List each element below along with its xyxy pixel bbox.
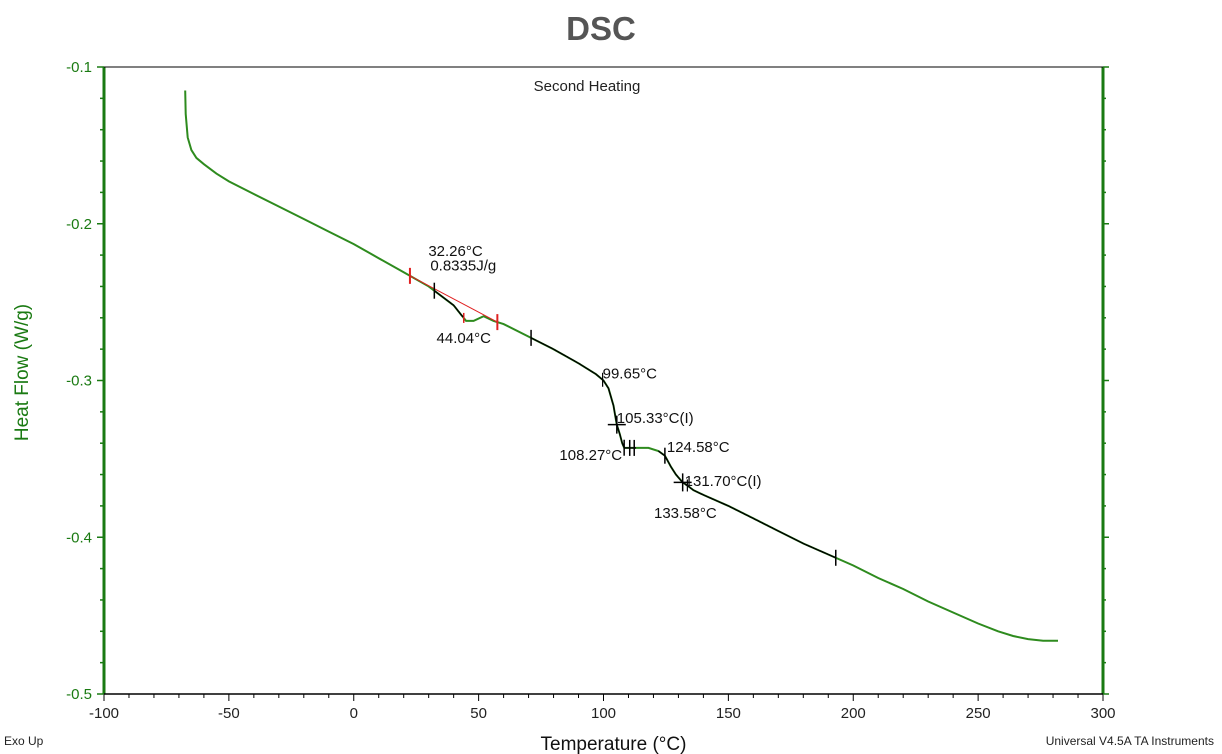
y-tick-label: -0.3 [66,373,92,390]
onset-tangent-segment [433,290,464,318]
x-tick-label: 300 [1090,705,1115,722]
y-tick-label: -0.5 [66,686,92,703]
x-tick-label: -50 [218,705,240,722]
x-tick-label: 150 [716,705,741,722]
annotation-label: 108.27°C [559,447,622,464]
transition-analysis-segment-2 [658,450,837,559]
annotation-label: 131.70°C(I) [685,473,762,490]
instrument-label: Universal V4.5A TA Instruments [1045,734,1214,748]
x-tick-label: 100 [591,705,616,722]
annotation-label: 105.33°C(I) [617,410,694,427]
y-tick-label: -0.2 [66,216,92,233]
exo-up-label: Exo Up [4,734,44,748]
page-title: DSC [566,10,636,47]
x-tick-label: 200 [841,705,866,722]
annotation-label: 0.8335J/g [430,257,496,274]
transition-analysis-segment [530,337,636,449]
x-tick-label: -100 [89,705,119,722]
annotation-label: 133.58°C [654,505,717,522]
y-tick-label: -0.4 [66,529,92,546]
annotation-label: 99.65°C [603,365,658,382]
x-tick-label: 0 [350,705,358,722]
y-axis-label: Heat Flow (W/g) [12,304,33,441]
x-tick-label: 50 [470,705,487,722]
chart-title: Second Heating [534,78,641,95]
annotation-label: 44.04°C [437,330,492,347]
annotation-label: 124.58°C [667,439,730,456]
annotation-label: 32.26°C [428,243,483,260]
y-tick-label: -0.1 [66,59,92,76]
x-axis-label: Temperature (°C) [541,734,687,754]
x-tick-label: 250 [966,705,991,722]
integration-baseline [409,275,498,323]
